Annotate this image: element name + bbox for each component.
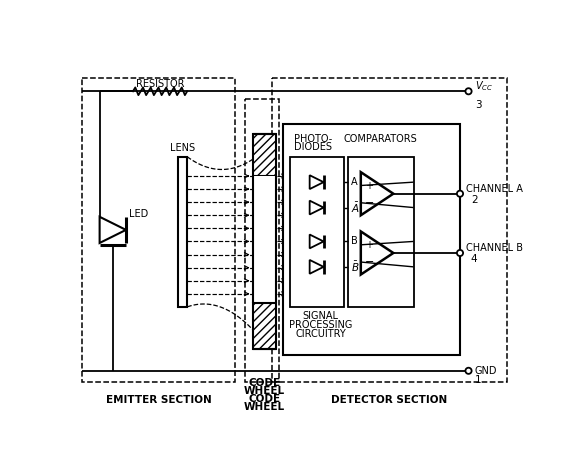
Text: 4: 4 [471,254,477,264]
Text: $\bar{B}$: $\bar{B}$ [351,260,359,274]
Text: CODE: CODE [249,394,281,404]
Text: B: B [351,236,357,246]
Text: −: − [365,198,374,208]
Text: 2: 2 [471,195,477,205]
Bar [245,99,278,382]
Text: CHANNEL B: CHANNEL B [466,244,523,253]
Text: CODE: CODE [249,379,281,388]
Text: CIRCUITRY: CIRCUITRY [295,329,346,339]
Text: $V_{CC}$: $V_{CC}$ [474,79,493,93]
Bar [347,157,414,307]
Text: +: + [365,240,373,250]
Bar [253,303,276,349]
Text: +: + [365,180,373,191]
Text: 1: 1 [474,375,481,385]
Bar [178,157,187,307]
Bar [283,125,460,355]
Text: SIGNAL: SIGNAL [303,311,339,321]
Text: GND: GND [474,366,497,376]
Circle shape [465,368,472,374]
Text: −: − [365,257,374,267]
Bar [289,157,344,307]
Text: LED: LED [129,209,148,219]
Text: WHEEL: WHEEL [244,402,285,412]
Polygon shape [361,172,393,215]
Bar [273,78,506,382]
Text: PROCESSING: PROCESSING [289,320,352,330]
Text: 3: 3 [474,100,481,110]
Text: PHOTO-: PHOTO- [294,134,332,143]
Polygon shape [361,231,393,275]
Polygon shape [310,235,324,248]
Circle shape [457,191,463,197]
Text: COMPARATORS: COMPARATORS [344,134,418,143]
Text: DETECTOR SECTION: DETECTOR SECTION [331,396,448,405]
Text: A: A [351,177,357,187]
Polygon shape [310,201,324,214]
Polygon shape [310,175,324,189]
Bar [253,176,276,303]
Text: EMITTER SECTION: EMITTER SECTION [106,396,211,405]
Text: DIODES: DIODES [294,142,332,152]
Text: $\bar{A}$: $\bar{A}$ [351,201,360,215]
Text: RESISTOR: RESISTOR [136,79,184,89]
Bar [253,134,276,176]
Polygon shape [100,217,126,243]
Text: WHEEL: WHEEL [244,386,285,396]
Bar [82,78,235,382]
Circle shape [465,88,472,94]
Text: CHANNEL A: CHANNEL A [466,184,523,194]
Circle shape [457,250,463,256]
Polygon shape [310,260,324,274]
Text: LENS: LENS [170,143,195,153]
